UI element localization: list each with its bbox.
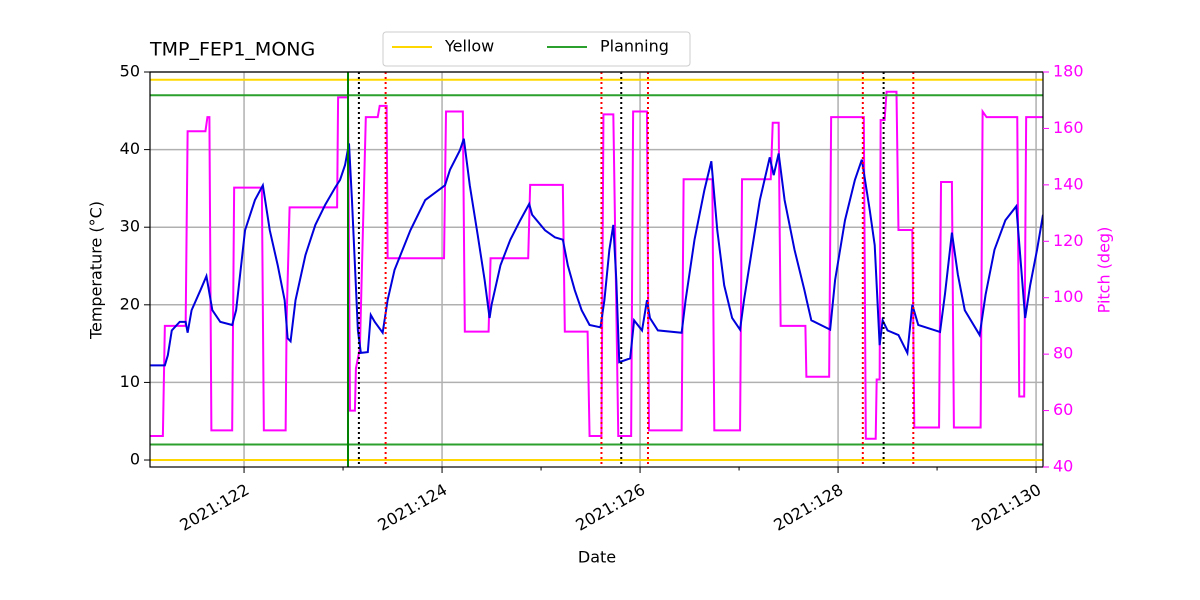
- y2-axis-label: Pitch (deg): [1095, 227, 1114, 314]
- y-tick-label: 40: [120, 139, 140, 158]
- y-tick-label: 0: [130, 450, 140, 469]
- legend-label: Planning: [600, 37, 669, 56]
- data-line: [150, 138, 1043, 367]
- y2-tick-label: 140: [1053, 174, 1084, 193]
- plot: [150, 72, 1043, 467]
- legend-frame: [382, 31, 691, 67]
- y-tick-label: 50: [120, 62, 140, 81]
- y2-tick-label: 40: [1053, 457, 1073, 476]
- legend: Yellow Planning: [382, 31, 691, 67]
- y2-tick-label: 60: [1053, 400, 1073, 419]
- y2-tick-label: 180: [1053, 62, 1084, 81]
- y2-tick-label: 80: [1053, 344, 1073, 363]
- y-tick-label: 30: [120, 217, 140, 236]
- y2-tick-label: 160: [1053, 118, 1084, 137]
- y2-tick-label: 100: [1053, 287, 1084, 306]
- legend-label: Yellow: [444, 37, 494, 56]
- y-axis-label: Temperature (°C): [87, 201, 106, 340]
- x-axis-label: Date: [578, 548, 616, 567]
- y-tick-label: 10: [120, 372, 140, 391]
- y2-tick-label: 120: [1053, 231, 1084, 250]
- plot-frame: [149, 71, 1044, 468]
- chart-title: TMP_FEP1_MONG: [149, 39, 315, 61]
- y-tick-label: 20: [120, 294, 140, 313]
